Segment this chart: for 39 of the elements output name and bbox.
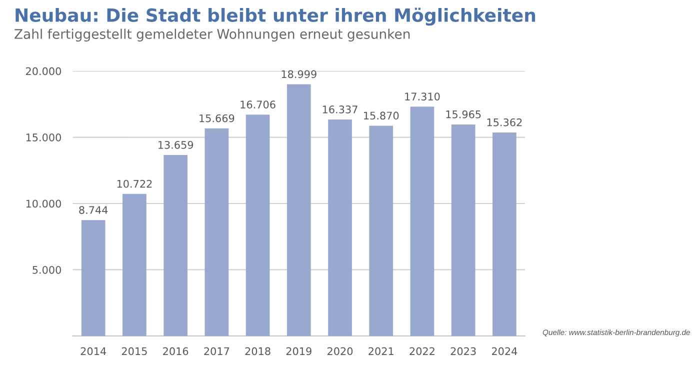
y-tick-label: 10.000	[26, 200, 61, 208]
data-label: 10.722	[117, 180, 152, 188]
bar	[410, 106, 434, 336]
bar	[81, 220, 106, 336]
y-tick-label: 15.000	[26, 133, 61, 142]
y-tick-label: 20.000	[26, 67, 61, 76]
data-label: 15.965	[446, 110, 481, 118]
y-tick-label: 5.000	[32, 266, 61, 274]
data-label: 15.362	[487, 118, 522, 126]
data-label: 15.870	[364, 112, 399, 120]
bar	[451, 124, 476, 336]
data-label: 13.659	[158, 140, 194, 149]
x-tick-label: 2021	[368, 347, 394, 356]
x-tick-label: 2019	[286, 347, 312, 356]
data-label: 16.337	[322, 105, 358, 114]
x-tick-label: 2014	[80, 347, 106, 356]
chart-subtitle: Zahl fertiggestellt gemeldeter Wohnungen erneut gesunken	[14, 28, 410, 42]
x-tick-label: 2022	[410, 347, 434, 356]
bar	[369, 126, 394, 336]
bar	[204, 128, 229, 336]
x-tick-label: 2016	[163, 347, 188, 356]
data-label: 15.669	[200, 114, 234, 122]
data-label: 8.744	[79, 206, 108, 214]
bar	[286, 84, 311, 336]
data-label: 17.310	[405, 92, 440, 100]
x-tick-label: 2017	[204, 347, 230, 356]
data-label: 18.999	[282, 70, 316, 78]
bar	[328, 120, 352, 336]
x-tick-label: 2020	[328, 347, 353, 356]
x-tick-label: 2018	[245, 347, 270, 356]
data-label: 16.706	[240, 100, 276, 108]
x-tick-label: 2023	[450, 347, 476, 356]
bar	[246, 114, 270, 336]
x-tick-label: 2015	[122, 347, 147, 356]
bar	[492, 132, 516, 336]
bar	[122, 194, 146, 336]
chart-title: Neubau: Die Stadt bleibt unter ihren Möglichkeiten	[16, 8, 536, 26]
bar	[164, 155, 188, 336]
x-tick-label: 2024	[492, 347, 518, 356]
